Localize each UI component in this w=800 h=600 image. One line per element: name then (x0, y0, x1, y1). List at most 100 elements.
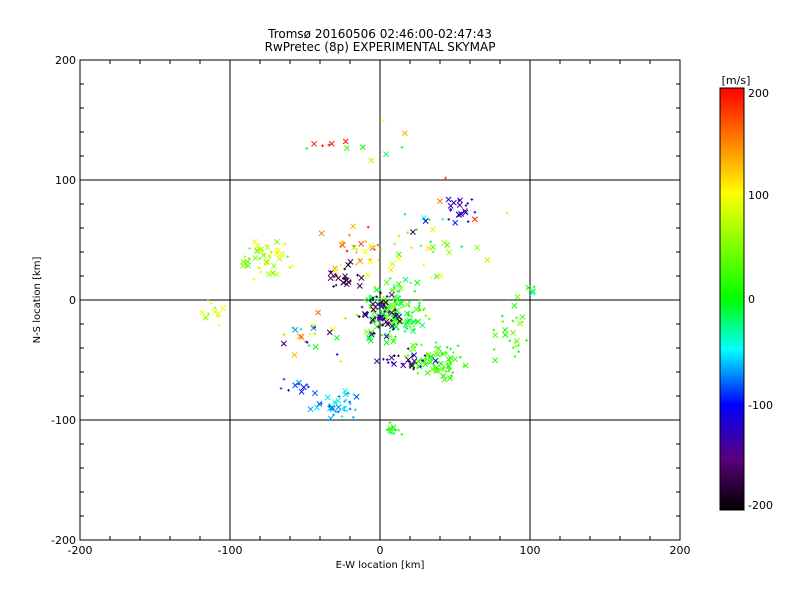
data-point-dot (382, 119, 385, 122)
data-point-cross (362, 248, 369, 255)
data-point-dot (416, 371, 420, 375)
colorbar-tick-label-3: -100 (748, 399, 773, 412)
data-point-dot (345, 409, 349, 413)
data-point-dot (334, 273, 337, 276)
data-point-cross (252, 255, 259, 262)
data-point-dot (372, 332, 376, 335)
data-point-dot (288, 266, 292, 269)
data-point-dot (393, 300, 397, 304)
data-point-cross (324, 394, 331, 401)
data-point-cross (401, 130, 408, 137)
data-point-cross (263, 258, 270, 265)
data-point-dot (355, 313, 359, 317)
x-tick-label-2: 0 (377, 544, 384, 557)
data-point-dot (347, 392, 350, 395)
data-point-dot (389, 431, 393, 435)
data-point-cross (378, 314, 385, 321)
data-point-cross (444, 242, 451, 248)
data-point-cross (263, 259, 270, 266)
data-point-dot (345, 249, 349, 253)
data-point-dot (382, 357, 385, 361)
data-point-cross (445, 196, 452, 203)
data-point-cross (440, 350, 447, 357)
data-point-dot (433, 346, 437, 349)
data-point-dot (343, 267, 347, 271)
data-point-cross (311, 390, 318, 397)
data-point-cross (340, 279, 347, 286)
data-point-cross (264, 244, 271, 251)
colorbar-tick-label-1: 100 (748, 189, 769, 202)
data-point-dot (373, 316, 377, 320)
data-point-cross (441, 376, 448, 383)
data-point-cross (513, 338, 520, 344)
data-point-cross (327, 415, 334, 422)
data-point-dot (391, 361, 394, 365)
data-point-cross (327, 270, 334, 277)
data-point-cross (383, 339, 390, 346)
data-point-dot (308, 332, 312, 336)
data-point-dot (451, 371, 455, 374)
data-point-cross (296, 379, 302, 386)
data-point-dot (422, 308, 425, 312)
plot-area (79, 59, 681, 541)
data-point-cross (471, 216, 478, 223)
data-point-dot (448, 367, 451, 371)
data-point-dot (376, 243, 380, 247)
data-point-cross (402, 276, 409, 283)
data-point-cross (307, 406, 314, 413)
data-point-dot (393, 308, 397, 312)
data-point-dot (348, 407, 352, 411)
data-point-dot (460, 245, 464, 248)
data-point-cross (313, 404, 320, 411)
data-point-dot (397, 354, 400, 358)
data-point-cross (510, 329, 517, 336)
data-point-dot (344, 398, 348, 402)
data-point-cross (357, 258, 364, 264)
data-point-cross (458, 211, 465, 217)
data-point-dot (418, 301, 421, 305)
data-point-dot (307, 385, 310, 389)
data-point-cross (368, 329, 375, 336)
data-point-dot (354, 263, 358, 266)
data-point-dot (376, 258, 380, 262)
data-point-cross (358, 274, 365, 281)
data-point-dot (379, 291, 382, 295)
data-point-dot (206, 299, 210, 303)
data-point-dot (386, 361, 390, 364)
data-point-cross (388, 267, 394, 273)
data-point-cross (383, 279, 390, 286)
data-point-dot (421, 359, 425, 362)
data-point-dot (452, 351, 455, 354)
data-point-cross (410, 345, 417, 352)
data-point-cross (276, 255, 283, 262)
data-point-dot (428, 356, 432, 359)
data-point-cross (292, 326, 299, 333)
data-point-dot (352, 393, 356, 396)
data-point-cross (327, 275, 334, 282)
data-point-dot (473, 210, 477, 214)
data-point-cross (362, 312, 369, 319)
data-point-dot (332, 275, 336, 278)
data-point-dot (338, 409, 342, 413)
data-point-dot (445, 345, 449, 349)
data-point-dot (403, 325, 407, 329)
data-point-cross (422, 218, 429, 224)
data-point-dot (405, 327, 409, 330)
colorbar-tick-label-0: 200 (748, 87, 769, 100)
data-point-dot (286, 255, 289, 258)
data-point-cross (455, 211, 462, 218)
data-point-dot (444, 370, 448, 373)
data-point-cross (251, 238, 258, 245)
y-axis-label: N-S location [km] (32, 257, 43, 344)
data-point-dot (384, 298, 388, 302)
data-point-cross (450, 199, 457, 206)
data-point-dot (391, 315, 394, 318)
y-tick-label-2: 0 (69, 294, 76, 307)
data-point-cross (342, 273, 349, 280)
data-point-cross (432, 357, 439, 364)
data-point-cross (492, 332, 499, 339)
data-point-dot (420, 343, 423, 347)
data-point-cross (202, 314, 209, 321)
data-point-dot (517, 350, 520, 353)
